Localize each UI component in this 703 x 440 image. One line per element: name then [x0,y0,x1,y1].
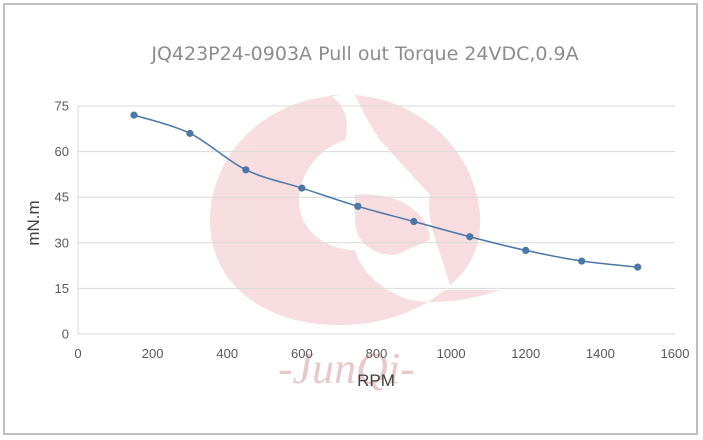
y-tick-label: 30 [55,235,69,250]
x-tick-label: 1600 [661,346,690,361]
x-tick-label: 1000 [437,346,466,361]
x-tick-labels: 0 200 400 600 800 1000 1200 1400 1600 [74,346,689,361]
series-line [133,114,638,268]
chart-frame [3,3,698,435]
y-tick-label: 45 [55,190,69,205]
y-tick-labels: 0 15 30 45 60 75 [55,99,69,342]
gridlines [78,105,675,289]
x-axis-label: RPM [357,371,395,390]
x-tick-label: 200 [142,346,164,361]
y-axis-label: mN.m [24,200,43,245]
data-point-1350 [578,257,586,265]
data-point-450 [242,166,250,174]
y-tick-label: 60 [55,144,69,159]
data-point-1050 [466,233,474,241]
y-tick-label: 75 [55,99,69,114]
x-tick-label: 0 [74,346,81,361]
data-point-1200 [522,246,530,254]
x-tick-label: 400 [216,346,238,361]
data-point-750 [354,202,362,210]
x-tick-label: 600 [291,346,313,361]
x-axis-line [77,106,675,335]
y-tick-label: 15 [55,281,69,296]
data-point-900 [410,217,418,226]
data-point-1500 [634,263,642,271]
data-point-150 [130,111,138,119]
data-point-300 [186,129,194,137]
chart-title: JQ423P24-0903A Pull out Torque 24VDC,0.9… [150,43,578,65]
series-group [130,111,642,271]
data-point-600 [298,184,306,192]
junqi-watermark-logo [210,95,500,325]
x-tick-label: 1200 [511,346,540,361]
y-tick-label: 0 [62,327,69,342]
x-tick-label: 800 [366,346,388,361]
x-tick-label: 1400 [586,346,615,361]
watermark-text: -JunQi- [278,344,415,393]
